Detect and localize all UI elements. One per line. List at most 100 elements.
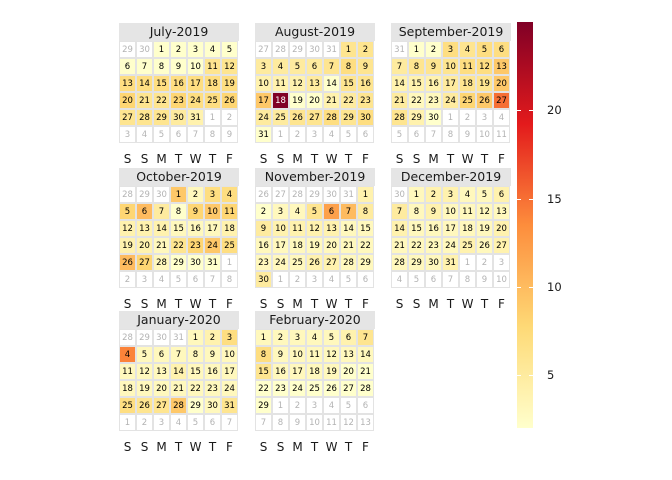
weekday-label: M <box>292 297 303 311</box>
day-cell: 10 <box>221 346 238 363</box>
day-cell-outside: 11 <box>323 414 340 431</box>
day-cell-outside: 2 <box>289 271 306 288</box>
day-cell: 6 <box>340 329 357 346</box>
day-cell: 28 <box>136 109 153 126</box>
day-cell: 29 <box>187 397 204 414</box>
day-cell: 27 <box>306 109 323 126</box>
day-cell-outside: 31 <box>391 41 408 58</box>
day-cell: 4 <box>306 329 323 346</box>
day-cell: 1 <box>357 186 374 203</box>
day-cell: 27 <box>153 397 170 414</box>
month-title: August-2019 <box>255 23 375 41</box>
day-cell: 2 <box>357 41 374 58</box>
day-cell: 10 <box>187 58 204 75</box>
month-title: November-2019 <box>255 168 375 186</box>
day-cell: 25 <box>306 380 323 397</box>
day-cell-outside: 8 <box>272 414 289 431</box>
day-cell: 29 <box>170 254 187 271</box>
day-cell: 18 <box>289 237 306 254</box>
day-cell: 6 <box>493 186 510 203</box>
day-cell: 10 <box>204 203 221 220</box>
day-cell: 17 <box>442 220 459 237</box>
day-cell: 10 <box>272 220 289 237</box>
day-cell: 5 <box>323 329 340 346</box>
day-cell: 8 <box>153 58 170 75</box>
day-cell: 30 <box>187 254 204 271</box>
day-cell: 28 <box>153 254 170 271</box>
day-cell: 30 <box>357 109 374 126</box>
day-cell: 29 <box>340 109 357 126</box>
day-cell: 24 <box>255 109 272 126</box>
day-cell-outside: 28 <box>289 186 306 203</box>
day-cell: 27 <box>119 109 136 126</box>
day-cell-outside: 3 <box>306 397 323 414</box>
weekday-label: F <box>362 440 369 454</box>
day-cell-outside: 29 <box>136 186 153 203</box>
day-cell-outside: 11 <box>493 126 510 143</box>
day-cell: 12 <box>306 220 323 237</box>
day-cell: 1 <box>408 41 425 58</box>
weekday-label: T <box>208 152 217 166</box>
month-panel: July-2019 29 30 1 2 3 4 5 6 7 8 9 10 11 12 13 14 15 16 17 18… <box>119 23 239 166</box>
day-cell: 23 <box>170 92 187 109</box>
day-cell-outside: 31 <box>340 186 357 203</box>
day-cell-outside: 4 <box>391 271 408 288</box>
day-cell: 23 <box>425 92 442 109</box>
day-cell: 3 <box>289 329 306 346</box>
day-cell: 26 <box>476 92 493 109</box>
weekday-label: F <box>226 440 233 454</box>
weekday-label: S <box>140 440 149 454</box>
weekday-label: T <box>174 440 183 454</box>
day-cell: 29 <box>408 109 425 126</box>
day-cell-outside: 3 <box>306 126 323 143</box>
day-cell-outside: 5 <box>187 414 204 431</box>
day-cell: 25 <box>221 237 238 254</box>
day-cell-outside: 8 <box>221 271 238 288</box>
day-cell: 31 <box>221 397 238 414</box>
month-title: July-2019 <box>119 23 239 41</box>
day-cell: 28 <box>323 109 340 126</box>
day-cell: 16 <box>272 363 289 380</box>
day-cell-outside: 7 <box>221 414 238 431</box>
day-cell-outside: 10 <box>306 414 323 431</box>
legend-tick-label: 15 <box>547 191 562 206</box>
day-cell-outside: 5 <box>391 126 408 143</box>
day-cell: 16 <box>255 237 272 254</box>
weekday-label: S <box>259 152 268 166</box>
day-cell-outside: 29 <box>289 41 306 58</box>
day-cell: 26 <box>119 254 136 271</box>
day-cell-outside: 6 <box>204 414 221 431</box>
day-cell: 24 <box>289 380 306 397</box>
month-grid: 30 1 2 3 4 5 6 7 8 9 10 11 12 13 14 15 16 17 18 19 20 21 22 23 2… <box>391 186 511 288</box>
day-cell: 4 <box>459 41 476 58</box>
day-cell-outside: 7 <box>442 271 459 288</box>
day-cell-outside: 6 <box>357 271 374 288</box>
day-cell-outside: 7 <box>425 126 442 143</box>
day-cell: 15 <box>187 363 204 380</box>
day-cell: 26 <box>221 92 238 109</box>
day-cell: 21 <box>391 237 408 254</box>
weekday-label: S <box>140 152 149 166</box>
day-cell-outside: 9 <box>221 126 238 143</box>
day-cell: 17 <box>255 92 272 109</box>
day-cell-outside: 28 <box>119 186 136 203</box>
month-grid: 26 27 28 29 30 31 1 2 3 4 5 6 7 8 9 10 11 12 13 14 15 16 17 18 1… <box>255 186 375 288</box>
day-cell-outside: 3 <box>119 126 136 143</box>
day-cell: 14 <box>340 220 357 237</box>
weekday-label: M <box>156 297 167 311</box>
day-cell: 17 <box>221 363 238 380</box>
day-cell: 3 <box>187 41 204 58</box>
weekday-label: T <box>480 152 489 166</box>
day-cell: 23 <box>204 380 221 397</box>
color-legend: 5 10 15 20 <box>517 22 562 428</box>
weekday-label: W <box>325 297 338 311</box>
month-panel: February-2020 1 2 3 4 5 6 7 8 9 10 11 12 13 14 15 16 17 18… <box>255 311 375 454</box>
day-cell: 23 <box>357 92 374 109</box>
day-cell: 5 <box>289 58 306 75</box>
day-cell: 6 <box>119 58 136 75</box>
weekday-label: W <box>189 297 202 311</box>
day-cell: 27 <box>323 254 340 271</box>
weekday-label: S <box>259 297 268 311</box>
day-cell: 2 <box>272 329 289 346</box>
